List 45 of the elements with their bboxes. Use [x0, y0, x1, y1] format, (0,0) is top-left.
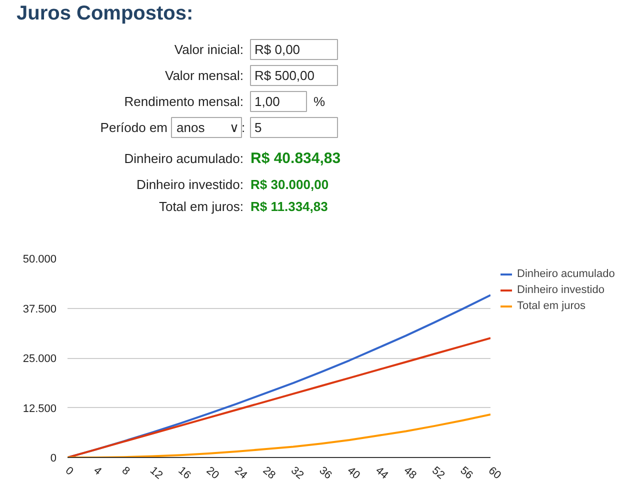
- x-tick-label: 28: [260, 464, 278, 482]
- text: R$ 30.000,00: [250, 177, 329, 192]
- legend-label: Total em juros: [517, 300, 586, 312]
- y-tick-label: 50.000: [22, 254, 57, 266]
- line-series: [68, 414, 490, 458]
- x-tick-label: 0: [63, 464, 76, 478]
- x-tick-label: 4: [91, 464, 104, 478]
- x-tick-label: 40: [345, 464, 362, 482]
- text: %: [314, 94, 326, 109]
- text: ∨: [230, 120, 240, 135]
- line-series: [68, 337, 490, 458]
- x-tick-label: 52: [430, 464, 447, 482]
- text: Valor mensal:: [164, 68, 244, 83]
- chart-title: Juros Compostos:: [16, 2, 194, 24]
- text: Dinheiro investido:: [136, 177, 244, 192]
- x-tick-label: 20: [204, 464, 222, 482]
- text: Período em: [100, 120, 168, 135]
- x-tick-label: 8: [119, 464, 132, 478]
- x-tick-label: 16: [176, 464, 193, 482]
- text: Rendimento mensal:: [124, 94, 244, 109]
- x-tick-label: 48: [401, 464, 418, 482]
- y-tick-label: 12.500: [22, 402, 57, 415]
- text: R$ 0,00: [254, 42, 300, 57]
- y-tick-label: 37.500: [22, 303, 57, 316]
- text: R$ 500,00: [254, 68, 314, 83]
- text: :: [242, 120, 246, 135]
- text: 5: [254, 120, 262, 135]
- text: 1,00: [254, 94, 280, 109]
- x-tick-label: 60: [486, 464, 504, 482]
- y-tick-label: 25.000: [22, 353, 57, 365]
- x-tick-label: 12: [148, 464, 165, 482]
- text: Valor inicial:: [174, 42, 244, 57]
- text: R$ 40.834,83: [250, 150, 341, 167]
- legend-label: Dinheiro acumulado: [517, 268, 615, 280]
- text: Total em juros:: [158, 199, 244, 214]
- legend-label: Dinheiro investido: [517, 284, 604, 296]
- x-tick-label: 56: [458, 464, 475, 482]
- x-tick-label: 36: [316, 464, 334, 482]
- text: R$ 11.334,83: [250, 199, 328, 214]
- x-tick-label: 32: [288, 464, 306, 482]
- text: Dinheiro acumulado:: [124, 151, 244, 166]
- text: anos: [176, 120, 206, 135]
- y-tick-label: 0: [50, 452, 57, 464]
- x-tick-label: 44: [373, 464, 390, 482]
- x-tick-label: 24: [232, 464, 250, 482]
